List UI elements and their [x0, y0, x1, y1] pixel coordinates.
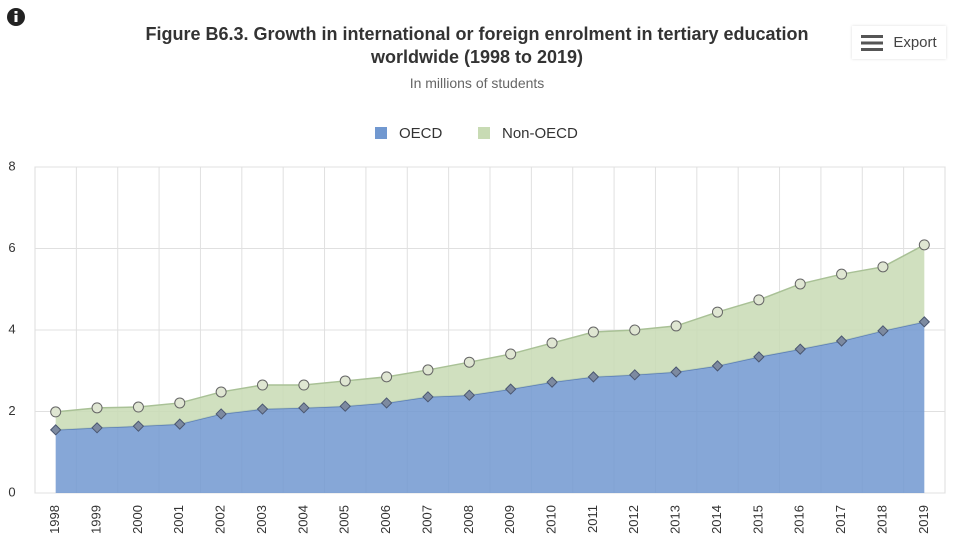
marker — [753, 351, 765, 363]
marker — [463, 356, 475, 368]
marker — [670, 366, 682, 378]
x-tick-label: 2001 — [171, 505, 186, 534]
x-tick-label: 2008 — [461, 505, 476, 534]
marker — [256, 403, 269, 415]
marker — [918, 316, 931, 328]
y-tick-label: 6 — [8, 240, 15, 255]
marker — [794, 278, 806, 290]
marker — [918, 239, 930, 251]
legend-swatch — [478, 127, 490, 139]
x-tick-label: 2000 — [130, 505, 145, 534]
x-tick-label: 2004 — [295, 505, 310, 534]
x-tick-label: 2012 — [626, 505, 641, 534]
y-tick-label: 8 — [8, 158, 15, 173]
marker — [546, 337, 558, 349]
marker — [380, 397, 393, 409]
area — [55, 321, 925, 493]
marker — [49, 424, 62, 436]
chart-title: Figure B6.3. Growth in international or … — [145, 24, 809, 67]
marker — [463, 389, 476, 401]
x-tick-label: 2009 — [502, 505, 517, 534]
marker — [711, 360, 724, 372]
marker — [629, 369, 641, 381]
x-tick-label: 2011 — [585, 505, 600, 533]
marker — [753, 294, 765, 306]
export-button[interactable]: Export — [852, 26, 946, 59]
marker — [877, 261, 889, 273]
x-tick-label: 2015 — [750, 505, 765, 534]
legend-label: OECD — [399, 125, 443, 142]
x-tick-label: 2014 — [709, 505, 724, 534]
marker — [298, 402, 310, 414]
x-tick-label: 2018 — [874, 505, 889, 534]
marker — [422, 364, 434, 376]
marker — [215, 386, 227, 398]
marker — [629, 324, 641, 336]
legend-label: Non-OECD — [502, 125, 578, 142]
marker — [794, 343, 806, 355]
marker — [670, 320, 682, 332]
marker — [91, 422, 103, 434]
x-tick-label: 2003 — [254, 505, 269, 534]
export-label: Export — [893, 34, 937, 51]
marker — [50, 406, 62, 418]
marker — [257, 379, 268, 391]
x-tick-label: 2002 — [213, 505, 228, 534]
marker — [381, 371, 393, 383]
marker — [835, 335, 848, 347]
marker — [215, 408, 227, 420]
x-tick-label: 1999 — [88, 505, 103, 534]
x-tick-label: 2017 — [833, 505, 848, 534]
x-tick-label: 2019 — [916, 505, 931, 534]
marker — [132, 420, 145, 432]
marker — [422, 391, 434, 403]
chart-subtitle: In millions of students — [409, 75, 545, 91]
legend-swatch — [375, 127, 387, 139]
info-icon[interactable] — [7, 8, 25, 26]
marker — [836, 268, 848, 280]
marker — [504, 383, 517, 395]
x-tick-label: 2010 — [543, 505, 558, 534]
marker — [174, 418, 186, 430]
area-line — [55, 244, 925, 413]
marker — [587, 326, 599, 338]
marker — [877, 325, 889, 337]
marker — [339, 375, 351, 387]
y-tick-label: 0 — [8, 484, 15, 499]
marker — [546, 376, 558, 388]
y-tick-label: 4 — [8, 321, 15, 336]
marker — [91, 402, 103, 414]
x-tick-label: 1998 — [47, 505, 62, 534]
y-tick-label: 2 — [8, 403, 15, 418]
x-tick-label: 2016 — [792, 505, 807, 534]
area — [55, 244, 925, 430]
marker — [505, 348, 517, 360]
marker — [339, 400, 351, 412]
x-tick-label: 2013 — [668, 505, 683, 534]
marker — [174, 397, 186, 409]
x-tick-label: 2007 — [419, 505, 434, 534]
x-tick-label: 2005 — [337, 505, 352, 534]
marker — [298, 379, 310, 391]
marker — [132, 401, 144, 413]
marker — [587, 371, 600, 383]
marker — [712, 306, 723, 318]
x-tick-label: 2006 — [378, 505, 393, 534]
menu-icon — [861, 34, 884, 51]
